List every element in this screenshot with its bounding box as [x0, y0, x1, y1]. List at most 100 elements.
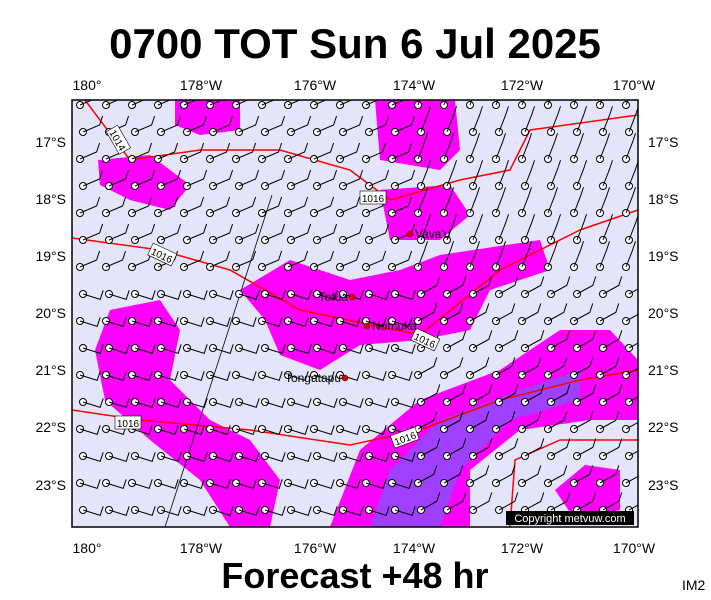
barb — [313, 479, 335, 489]
barb — [472, 160, 483, 187]
barb — [417, 241, 428, 268]
barb — [443, 465, 464, 484]
barb — [521, 303, 542, 322]
title: 0700 TOT Sun 6 Jul 2025 — [109, 20, 601, 67]
barb — [472, 276, 493, 295]
barb — [446, 438, 467, 457]
barb — [316, 115, 338, 133]
barb — [235, 425, 257, 435]
barb — [235, 317, 257, 327]
barb — [524, 438, 545, 457]
barb — [365, 371, 387, 381]
barb — [576, 160, 587, 187]
barb — [573, 357, 594, 376]
barb — [625, 475, 638, 484]
barb — [313, 371, 335, 381]
barb — [186, 344, 208, 354]
barb — [365, 479, 387, 489]
barb — [79, 317, 101, 327]
barb — [365, 142, 387, 160]
barb — [521, 187, 532, 214]
barb — [498, 384, 519, 403]
barb — [625, 187, 636, 214]
barb — [160, 223, 182, 241]
barb — [264, 452, 286, 462]
barb — [157, 425, 179, 435]
barb — [212, 506, 234, 516]
barb — [134, 169, 156, 187]
barb — [339, 425, 361, 435]
lon-label-bottom: 170°W — [613, 540, 656, 556]
barb — [313, 196, 335, 214]
barb — [391, 100, 406, 106]
barb — [290, 506, 312, 516]
barb — [443, 303, 464, 322]
barb — [368, 344, 390, 354]
barb — [108, 169, 130, 187]
lat-label-left: 21°S — [35, 362, 66, 378]
barb — [316, 344, 338, 354]
barb — [599, 303, 620, 322]
barb — [472, 106, 483, 133]
barb — [521, 411, 542, 430]
barb — [391, 196, 413, 214]
place-dot — [341, 374, 349, 382]
barb — [316, 506, 338, 516]
barb — [290, 223, 312, 241]
isobar-label-box — [410, 327, 441, 352]
barb — [550, 160, 561, 187]
barb — [394, 452, 416, 462]
barb — [602, 106, 613, 133]
barb — [628, 396, 638, 403]
lat-label-right: 21°S — [648, 362, 679, 378]
barb — [157, 317, 179, 327]
barb — [521, 465, 542, 484]
barb — [134, 115, 156, 133]
barb — [108, 344, 130, 354]
barb — [368, 290, 390, 300]
barb — [498, 276, 519, 295]
barb — [209, 100, 224, 106]
barb — [599, 187, 610, 214]
barb — [495, 303, 516, 322]
barb — [368, 506, 390, 516]
barb — [573, 465, 594, 484]
barb — [287, 196, 309, 214]
barb — [547, 411, 568, 430]
lon-label-bottom: 178°W — [180, 540, 223, 556]
barb — [186, 506, 208, 516]
barb — [131, 425, 153, 435]
lat-label-left: 18°S — [35, 191, 66, 207]
barb — [368, 223, 390, 241]
place-label: Tofua — [319, 290, 349, 304]
barb — [209, 142, 231, 160]
barb — [235, 142, 257, 160]
barb — [443, 187, 454, 214]
barb — [157, 100, 172, 106]
lat-label-left: 19°S — [35, 248, 66, 264]
barb — [550, 214, 561, 241]
barb — [183, 142, 205, 160]
barb — [261, 425, 283, 435]
barb — [342, 452, 364, 462]
barb — [238, 115, 260, 133]
barb — [160, 344, 182, 354]
barb — [576, 106, 587, 133]
barb — [599, 133, 610, 160]
barb — [212, 290, 234, 300]
barb — [287, 250, 309, 268]
barb — [183, 371, 205, 381]
wind-barbs — [76, 100, 638, 516]
barb — [625, 421, 638, 430]
isobar-label: 1016 — [359, 190, 387, 205]
barb — [576, 438, 597, 457]
barb — [131, 479, 153, 489]
barb — [576, 492, 597, 511]
barb — [108, 398, 130, 408]
barb — [105, 479, 127, 489]
barb — [79, 371, 101, 381]
barb — [472, 384, 493, 403]
isobar-label-text: 1016 — [362, 194, 385, 205]
barb — [628, 342, 638, 349]
barb — [235, 371, 257, 381]
